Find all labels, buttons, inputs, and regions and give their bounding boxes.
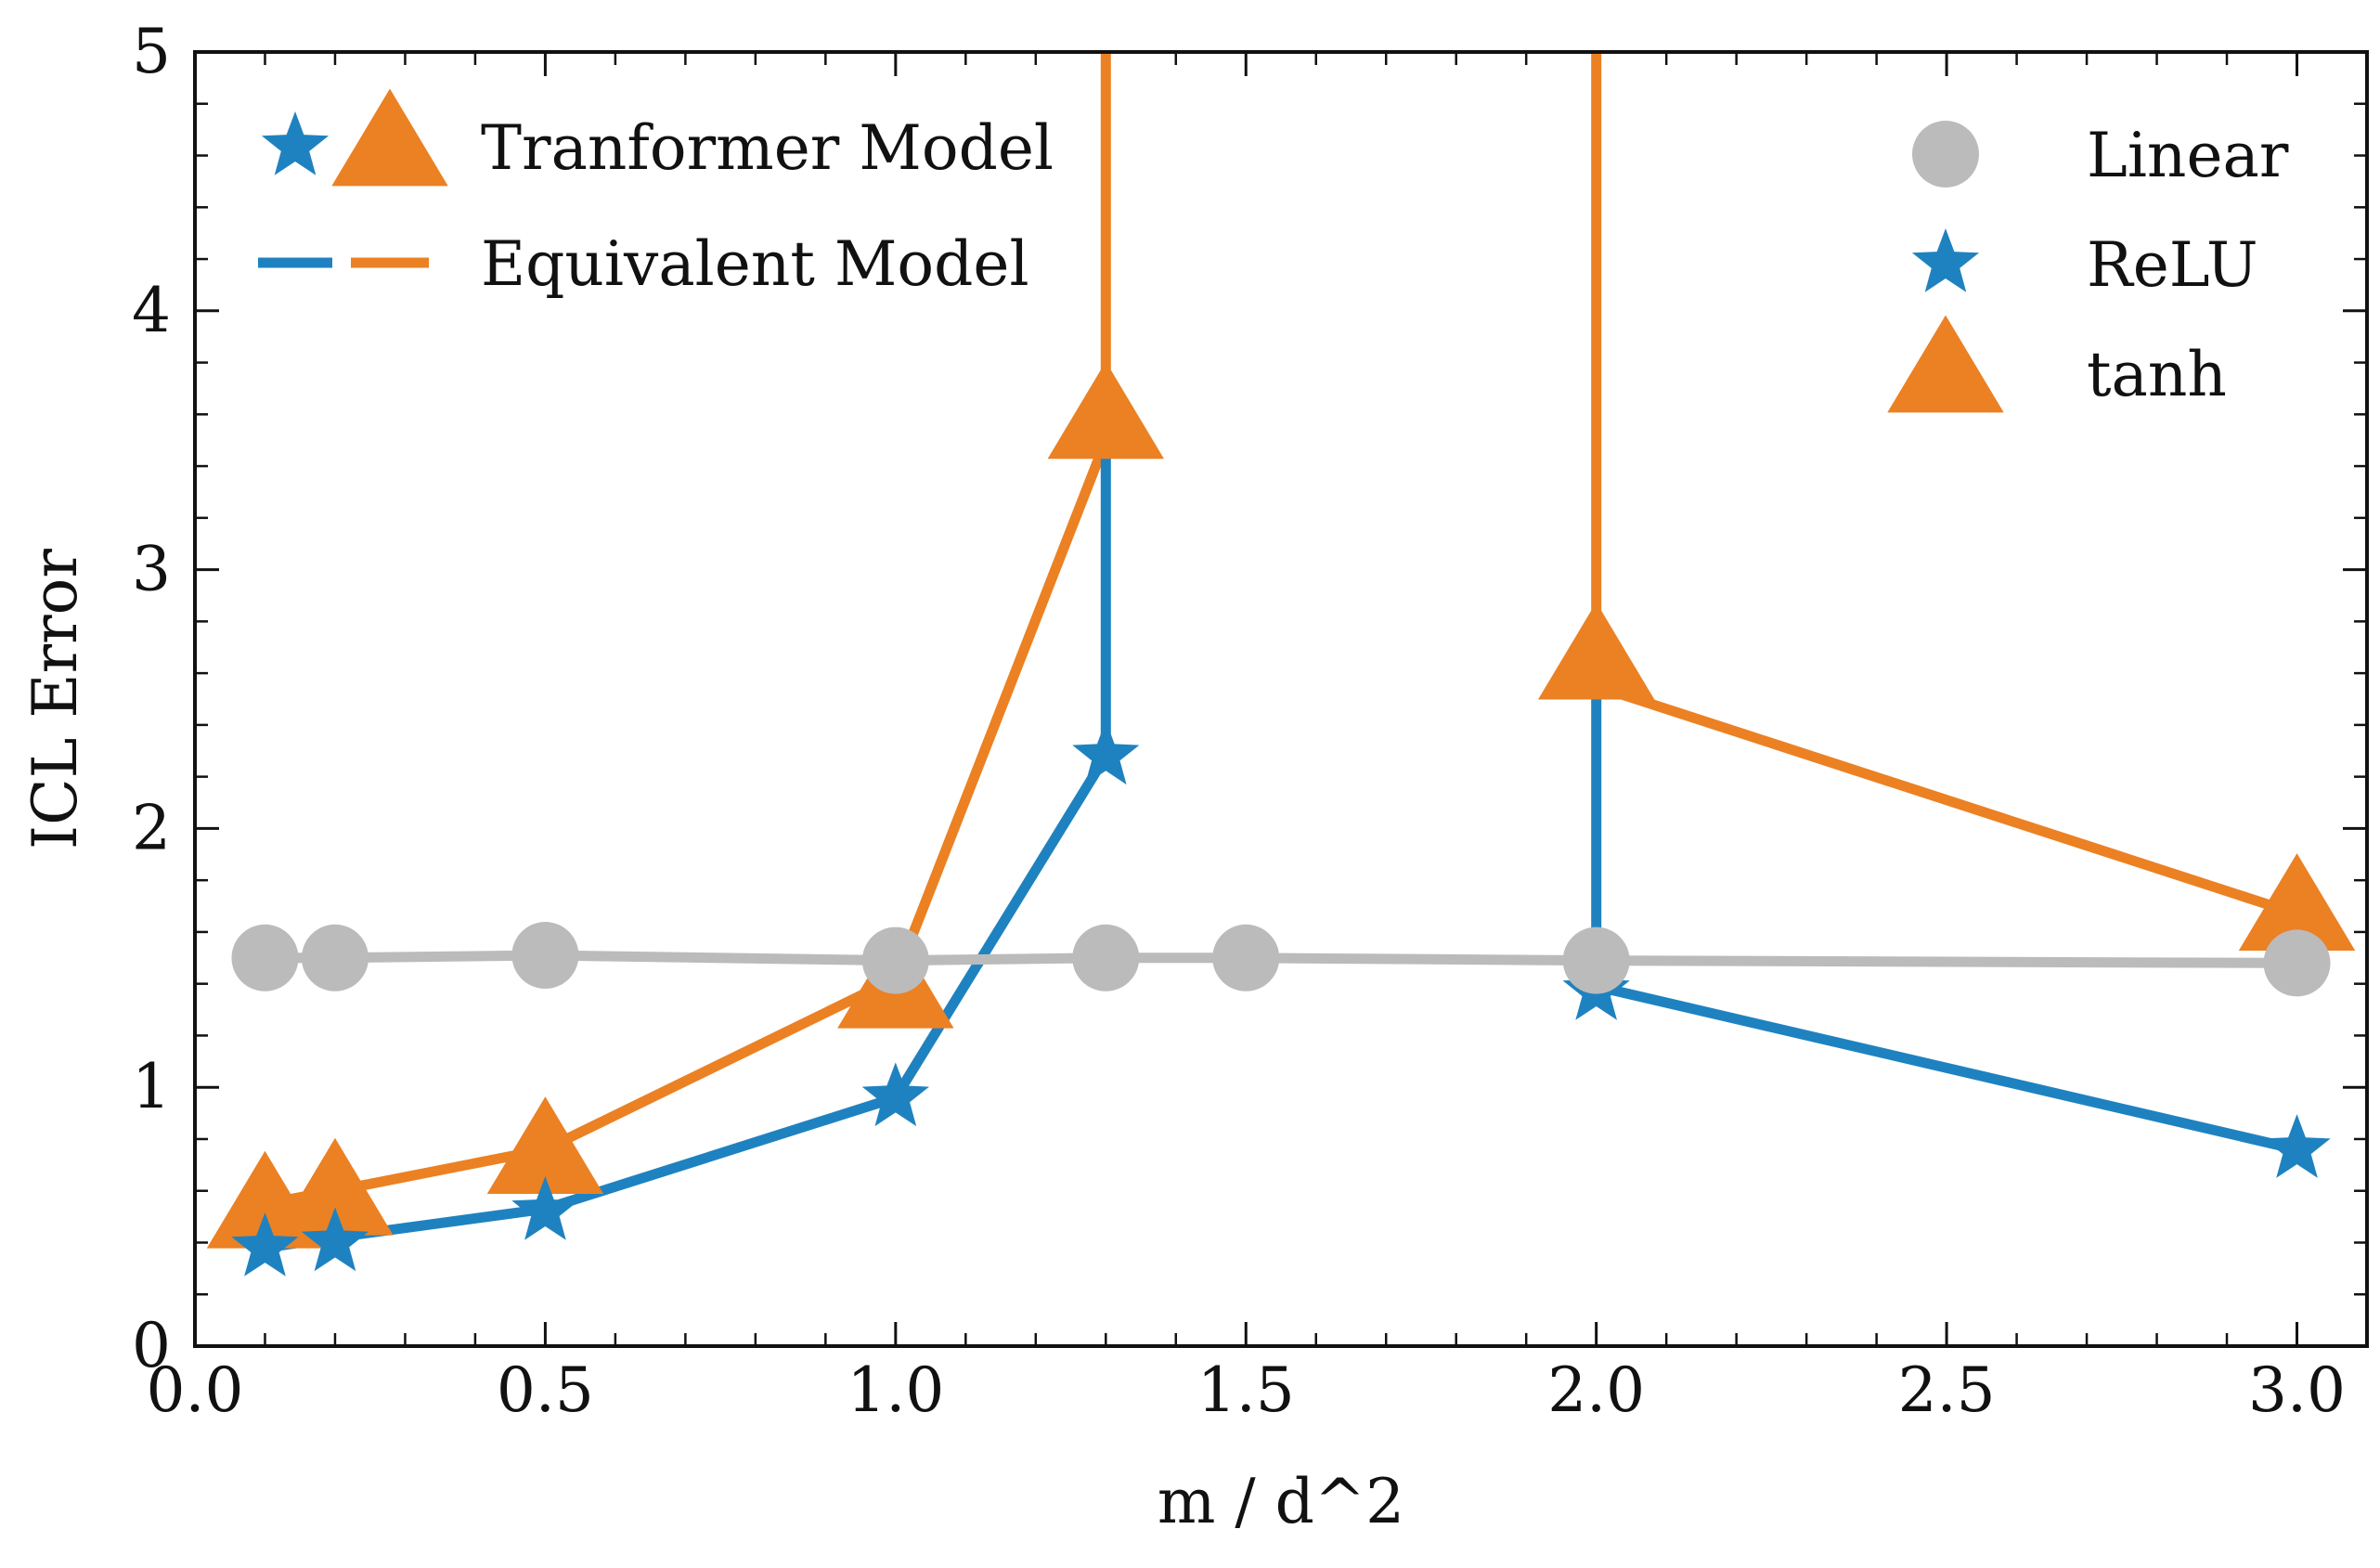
tick-labels: 0.0 0.5 1.0 1.5 2.0 2.5 3.0 0 1 2 3 4 5 bbox=[132, 16, 2346, 1426]
marker-linear bbox=[231, 924, 299, 991]
x-tick-label: 1.0 bbox=[847, 1354, 944, 1426]
marker-linear bbox=[1212, 924, 1280, 991]
legend-label-linear: Linear bbox=[2087, 120, 2289, 191]
legend-right: Linear ReLU tanh bbox=[1887, 120, 2289, 413]
marker-relu bbox=[1072, 720, 1140, 785]
marker-relu bbox=[231, 1212, 299, 1276]
marker-tanh bbox=[486, 1096, 604, 1195]
x-tick-label: 3.0 bbox=[2248, 1354, 2346, 1426]
legend-tanh-marker bbox=[1887, 315, 2004, 413]
marker-linear bbox=[511, 922, 579, 990]
y-tick-label: 1 bbox=[132, 1051, 171, 1122]
y-tick-label: 5 bbox=[132, 16, 171, 87]
marker-linear bbox=[861, 927, 929, 994]
legend-label-tanh: tanh bbox=[2087, 339, 2227, 410]
marker-linear bbox=[2263, 929, 2331, 997]
legend-triangle-icon bbox=[331, 88, 448, 187]
marker-linear bbox=[301, 924, 369, 991]
series-markers bbox=[206, 361, 2356, 1276]
x-tick-label: 0.5 bbox=[497, 1354, 594, 1426]
marker-relu bbox=[2263, 1114, 2331, 1178]
legend-label-relu: ReLU bbox=[2087, 229, 2258, 301]
marker-tanh bbox=[277, 1137, 394, 1236]
legend-star-icon bbox=[261, 111, 330, 175]
marker-tanh bbox=[1537, 602, 1655, 700]
marker-tanh bbox=[1047, 361, 1165, 460]
y-tick-label: 0 bbox=[132, 1310, 171, 1381]
legend-label-equivalent: Equivalent Model bbox=[481, 228, 1029, 300]
y-tick-label: 4 bbox=[132, 275, 171, 346]
line-relu bbox=[264, 453, 2298, 1253]
x-axis-label: m / d^2 bbox=[1158, 1466, 1404, 1537]
marker-relu bbox=[301, 1207, 369, 1272]
legend-relu-marker bbox=[1911, 228, 1980, 292]
y-tick-label: 2 bbox=[132, 792, 171, 863]
y-tick-label: 3 bbox=[132, 534, 171, 605]
marker-relu bbox=[511, 1176, 579, 1240]
legend-left: Tranformer Model Equivalent Model bbox=[258, 88, 1054, 300]
marker-tanh bbox=[2238, 853, 2356, 951]
line-tanh bbox=[264, 52, 2299, 1210]
plot-frame bbox=[193, 50, 2369, 1348]
legend-linear-marker bbox=[1912, 121, 1979, 188]
line-linear bbox=[265, 950, 2297, 968]
y-axis-label: ICL Error bbox=[19, 549, 91, 849]
x-tick-label: 0.0 bbox=[147, 1354, 244, 1426]
x-tick-label: 2.5 bbox=[1898, 1354, 1996, 1426]
marker-linear bbox=[1072, 924, 1140, 991]
marker-relu bbox=[861, 1062, 929, 1127]
legend-label-transformer: Tranformer Model bbox=[481, 112, 1054, 184]
x-tick-label: 2.0 bbox=[1547, 1354, 1645, 1426]
x-tick-label: 1.5 bbox=[1197, 1354, 1295, 1426]
marker-linear bbox=[1562, 927, 1630, 994]
